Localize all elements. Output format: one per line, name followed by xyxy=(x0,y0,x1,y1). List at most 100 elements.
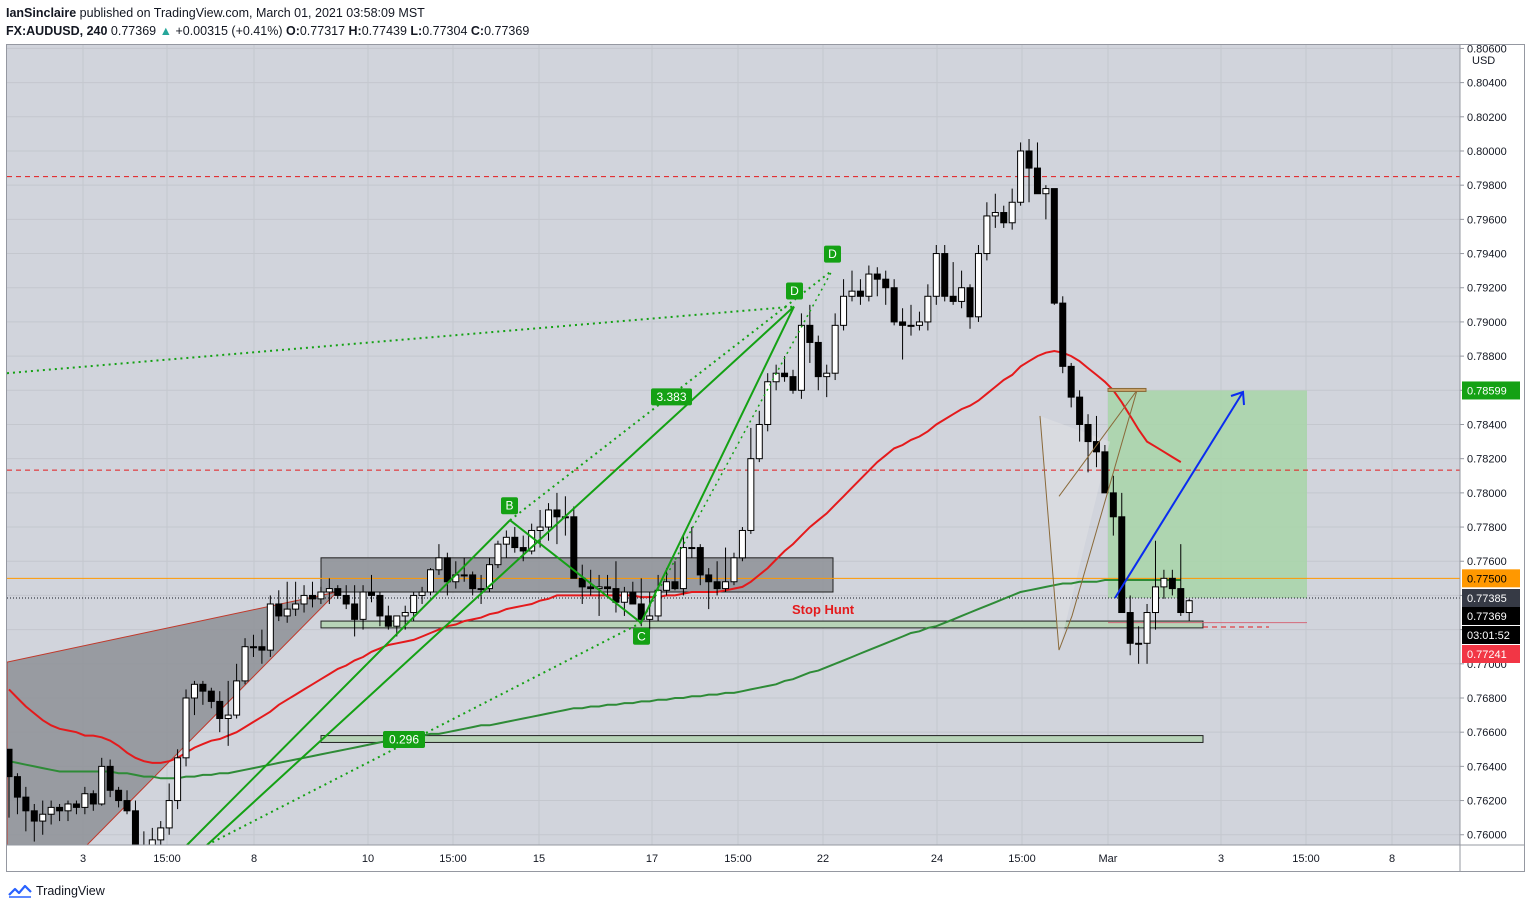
candle xyxy=(39,800,47,835)
candle-body xyxy=(511,536,519,549)
candle-body xyxy=(241,646,249,682)
candle xyxy=(106,759,114,798)
candle-body xyxy=(915,321,923,326)
candle-body xyxy=(536,526,544,531)
candle-body xyxy=(781,372,789,378)
candle-body xyxy=(1042,188,1050,195)
candle-body xyxy=(1017,150,1025,203)
price-tags: 0.78599 0.77500 0.77385 0.77369 03:01:52 0.77… xyxy=(1462,381,1520,663)
time-axis[interactable]: 3 15:00 8 10 15:00 15 17 15:00 22 24 15:00 Mar 3 15:0… xyxy=(80,853,1395,865)
harmonic-pattern: B C D D 3.383 0.296 Stop Hunt xyxy=(7,245,1245,845)
candle-body xyxy=(629,591,637,605)
candle xyxy=(814,335,822,391)
candle-body xyxy=(115,789,123,802)
candle xyxy=(890,279,898,326)
target-zone xyxy=(1108,390,1307,598)
candle-body xyxy=(797,324,805,391)
price-tag-bg xyxy=(1462,644,1520,663)
label-ratio-lower-group: 0.296 xyxy=(383,731,425,749)
candle xyxy=(64,800,72,822)
candle xyxy=(30,803,38,842)
candle xyxy=(1076,390,1084,442)
candle-body xyxy=(47,806,55,815)
candle xyxy=(72,800,80,815)
candle xyxy=(469,571,477,596)
projection-arrow xyxy=(1114,391,1244,599)
label-ratio-upper-group: 3.383 xyxy=(651,388,692,406)
candle xyxy=(865,265,873,302)
price-tag-bg xyxy=(1462,588,1520,607)
candle-body xyxy=(486,564,494,590)
candle-body xyxy=(1177,588,1185,614)
support-box-lower xyxy=(320,735,1204,743)
y-tick-label: 0.76000 xyxy=(1467,830,1507,842)
label-c-group: C xyxy=(633,627,650,645)
candle-body xyxy=(637,603,645,620)
y-tick-label: 0.76200 xyxy=(1467,796,1507,808)
candle-body xyxy=(578,577,586,588)
price-tag: 0.78599 xyxy=(1462,381,1520,400)
candle-body xyxy=(148,839,156,845)
chart-header: IanSinclaire published on TradingView.co… xyxy=(6,4,1526,40)
candle xyxy=(907,304,915,336)
candle xyxy=(249,634,257,657)
bat-pattern-line-2 xyxy=(1058,390,1138,497)
candle xyxy=(1059,296,1067,374)
candle-body xyxy=(393,615,401,627)
y-tick-label: 0.80000 xyxy=(1467,146,1507,158)
candle xyxy=(646,592,654,630)
candle-body xyxy=(460,574,468,577)
y-tick-label: 0.79200 xyxy=(1467,283,1507,295)
candle xyxy=(224,680,232,746)
candle-body xyxy=(1151,586,1159,614)
candle xyxy=(342,585,350,610)
candle xyxy=(165,783,173,835)
candle xyxy=(1050,188,1058,305)
candle xyxy=(292,581,300,616)
drop-triangle xyxy=(1040,415,1110,651)
candle-body xyxy=(140,844,148,845)
candle xyxy=(620,586,628,616)
y-tick-label: 0.80600 xyxy=(1467,45,1507,55)
symbol-name: FX:AUDUSD xyxy=(6,24,80,38)
candle xyxy=(376,592,384,627)
candle xyxy=(915,311,923,331)
candle-body xyxy=(89,793,97,805)
candle xyxy=(932,245,940,305)
candle-body xyxy=(587,586,595,590)
candle-body xyxy=(764,381,772,425)
candle-body xyxy=(1025,150,1033,169)
cd-leg xyxy=(640,306,795,624)
publisher-name[interactable]: IanSinclaire xyxy=(6,6,77,20)
candle xyxy=(882,270,890,305)
y-tick-label: 0.80400 xyxy=(1467,78,1507,90)
label-d-upper-badge xyxy=(824,245,841,263)
candle-body xyxy=(469,574,477,590)
candle xyxy=(1109,475,1117,536)
candle-body xyxy=(56,806,64,812)
y-tick-label: 0.80200 xyxy=(1467,112,1507,124)
x-tick-label: 24 xyxy=(931,853,943,865)
candle-body xyxy=(1000,212,1008,224)
candle-body xyxy=(688,547,696,550)
candle-body xyxy=(890,287,898,323)
up-arrow-icon: ▲ xyxy=(159,24,172,38)
candle-body xyxy=(157,827,165,841)
xb-leg xyxy=(186,519,511,845)
candle xyxy=(494,540,502,569)
chart-frame[interactable]: B C D D 3.383 0.296 Stop Hunt USD 0.80600 0.8040… xyxy=(6,44,1525,872)
tradingview-brand[interactable]: TradingView xyxy=(36,884,105,898)
candle xyxy=(1008,188,1016,230)
candle-body xyxy=(427,569,434,593)
candle xyxy=(570,506,578,579)
candle-body xyxy=(1143,612,1151,644)
x-tick-label: 15:00 xyxy=(153,853,181,865)
candle xyxy=(207,687,215,709)
candle xyxy=(22,786,30,832)
candle xyxy=(443,552,451,596)
candle xyxy=(848,270,856,302)
x-tick-label: 3 xyxy=(80,853,86,865)
candle xyxy=(334,585,342,599)
